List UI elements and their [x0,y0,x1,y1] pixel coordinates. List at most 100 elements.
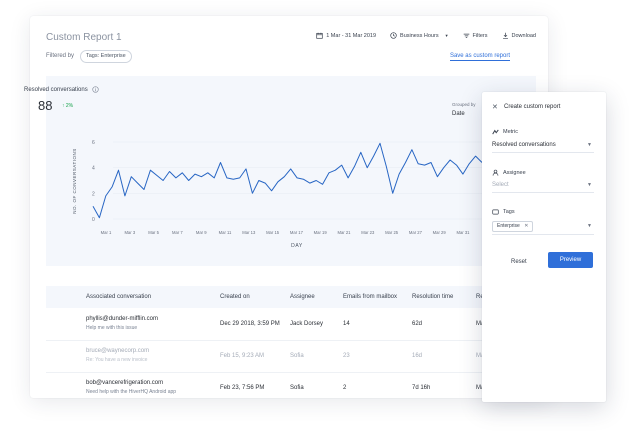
business-hours-label: Business Hours [400,32,439,39]
close-icon[interactable]: ✕ [524,223,529,229]
row-subject: Help me with this issue [86,325,138,331]
row-assignee: Jack Dorsey [290,321,324,327]
x-tick-label: Mar 29 [433,230,447,235]
metric-change: ↑ 2% [62,103,73,109]
row-subject: Re: You have a new invoice [86,357,148,363]
row-resolution-time: 62d [412,321,423,327]
y-axis-title: NO. OF CONVERSATIONS [72,148,77,213]
preview-button-label: Preview [559,257,582,263]
metric-field-label-text: Metric [503,129,518,135]
tags-field-label: Tags [492,209,515,215]
header-assignee[interactable]: Assignee [290,294,315,300]
series-line [92,142,483,219]
x-tick-label: Mar 5 [148,230,159,235]
download-icon [502,32,508,39]
y-tick-label: 2 [92,191,95,197]
metric-label-text: Resolved conversations [24,86,88,93]
x-tick-label: Mar 13 [242,230,256,235]
row-email[interactable]: bob@vancerefrigeration.com [86,380,164,386]
arrow-up-icon: ↑ [62,103,65,109]
y-tick-label: 6 [92,140,95,146]
chevron-down-icon: ▼ [587,142,592,148]
metric-field-label: Metric [492,129,518,135]
filters-label: Filters [472,32,488,39]
create-custom-report-panel: ✕ Create custom report Metric Resolved c… [482,92,606,402]
x-tick-label: Mar 23 [361,230,375,235]
metric-select-value: Resolved conversations [492,142,556,148]
table-header: Associated conversation Created on Assig… [46,286,548,308]
report-toolbar: 1 Mar - 31 Mar 2019 Business Hours ▼ Fil… [316,32,536,39]
y-tick-label: 0 [92,217,95,223]
chevron-down-icon: ▼ [587,223,592,229]
row-created-on: Dec 29 2018, 3:59 PM [220,321,280,327]
row-resolution-time: 16d [412,353,423,359]
x-axis-title: DAY [291,243,303,249]
close-icon[interactable]: ✕ [492,104,498,111]
grouped-by-value[interactable]: Date [452,111,465,117]
chevron-down-icon: ▼ [587,182,592,188]
chevron-down-icon: ▼ [444,33,449,38]
user-icon [492,169,499,176]
tag-icon [492,209,499,215]
metric-icon [492,129,499,135]
date-range-label: 1 Mar - 31 Mar 2019 [326,32,377,39]
x-tick-label: Mar 7 [172,230,183,235]
assignee-field-label: Assignee [492,169,526,176]
row-emails: 23 [343,353,350,359]
x-tick-label: Mar 11 [219,230,232,235]
row-emails: 14 [343,321,350,327]
header-associated-conversation[interactable]: Associated conversation [86,294,152,300]
chart-panel [46,76,536,266]
filters-button[interactable]: Filters [463,32,488,39]
x-tick-label: Mar 27 [409,230,423,235]
report-card: Custom Report 1 Filtered by Tags: Enterp… [30,16,548,398]
assignee-select[interactable]: Select ▼ [492,181,594,193]
y-tick-label: 4 [92,166,95,172]
header-resolution-time[interactable]: Resolution time [412,294,454,300]
filter-tag-chip[interactable]: Tags: Enterprise [80,50,132,63]
download-label: Download [511,32,536,39]
tag-chip-label: Enterprise [497,223,520,229]
row-created-on: Feb 15, 9:23 AM [220,353,265,359]
row-email[interactable]: phyllis@dunder-mifflin.com [86,316,159,322]
x-tick-label: Mar 3 [124,230,135,235]
filter-icon [463,33,469,38]
panel-title: Create custom report [504,104,561,110]
row-emails: 2 [343,385,347,391]
row-created-on: Feb 23, 7:56 PM [220,385,265,391]
x-tick-label: Mar 19 [314,230,328,235]
row-resolution-time: 7d 16h [412,385,431,391]
calendar-icon [316,32,323,39]
date-range-picker[interactable]: 1 Mar - 31 Mar 2019 [316,32,376,39]
row-subject: Need help with the HiverHQ Android app [86,389,177,395]
metric-label: Resolved conversations [24,86,99,93]
header-emails-from-mailbox[interactable]: Emails from mailbox [343,294,398,300]
x-tick-label: Mar 21 [337,230,351,235]
tag-chip[interactable]: Enterprise ✕ [492,221,534,232]
filtered-by-label: Filtered by [46,53,75,59]
download-button[interactable]: Download [502,32,536,39]
report-title: Custom Report 1 [46,32,122,43]
tags-field-label-text: Tags [503,209,515,215]
grouped-by-label: Grouped by [452,102,476,107]
info-icon[interactable] [92,86,99,93]
business-hours-dropdown[interactable]: Business Hours ▼ [390,32,449,39]
row-assignee: Sofia [290,385,304,391]
preview-button[interactable]: Preview [548,252,593,268]
metric-change-value: 2% [65,103,74,109]
x-tick-label: Mar 1 [101,230,112,235]
metric-value: 88 [38,98,53,113]
metric-select[interactable]: Resolved conversations ▼ [492,141,594,153]
tags-select[interactable]: Enterprise ✕ ▼ [492,221,594,235]
assignee-placeholder: Select [492,182,509,188]
reset-button[interactable]: Reset [511,259,527,265]
row-email[interactable]: bruce@waynecorp.com [86,348,150,354]
save-as-custom-report-link[interactable]: Save as custom report [449,53,510,61]
x-tick-label: Mar 31 [456,230,470,235]
x-tick-label: Mar 15 [266,230,280,235]
x-tick-label: Mar 9 [196,230,207,235]
header-created-on[interactable]: Created on [220,294,250,300]
assignee-field-label-text: Assignee [503,169,526,176]
x-tick-label: Mar 17 [290,230,304,235]
